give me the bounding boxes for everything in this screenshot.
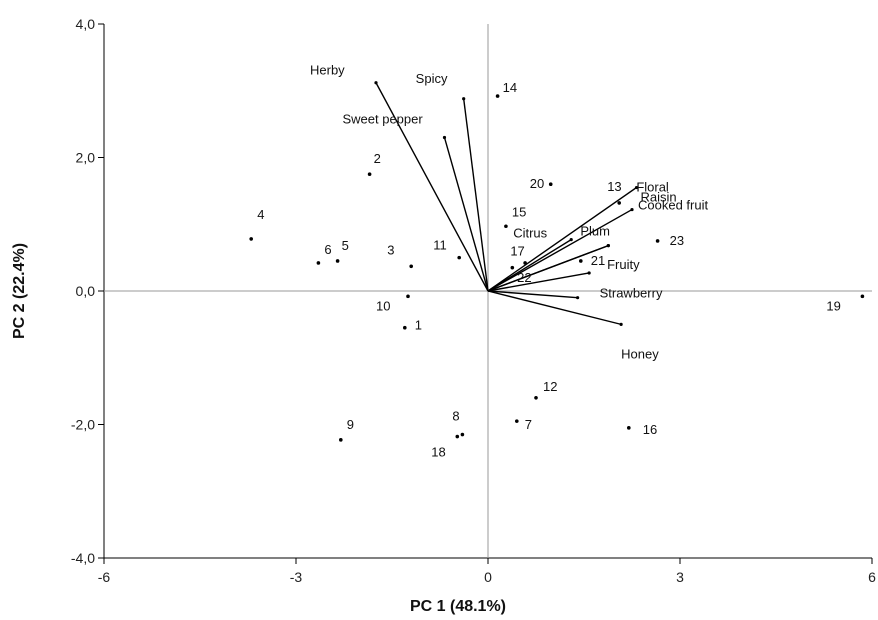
loading-vectors xyxy=(374,81,639,326)
point-label: 3 xyxy=(387,242,394,257)
point-11 xyxy=(457,255,462,260)
point-13 xyxy=(617,201,621,205)
point-18 xyxy=(455,434,460,439)
score-points xyxy=(249,94,865,442)
y-tick-label: 4,0 xyxy=(76,16,96,32)
vector-strawberry xyxy=(487,290,578,299)
point-label: 22 xyxy=(517,270,531,285)
y-tick-label: 0,0 xyxy=(76,283,96,299)
point-label: 2 xyxy=(374,151,381,166)
point-15 xyxy=(504,224,508,229)
point-12 xyxy=(534,396,538,400)
vector-tip xyxy=(587,271,591,275)
vector-label: Spicy xyxy=(416,71,448,86)
point-label: 20 xyxy=(530,176,544,191)
x-tick-label: 6 xyxy=(868,569,876,585)
point-23 xyxy=(655,239,660,243)
point-10 xyxy=(406,294,410,299)
vector-label: Sweet pepper xyxy=(342,111,423,126)
point-16 xyxy=(627,426,631,430)
point-label: 16 xyxy=(643,422,657,437)
x-tick-label: 0 xyxy=(484,569,492,585)
y-tick-label: -2,0 xyxy=(71,417,95,433)
y-tick-label: -4,0 xyxy=(71,550,95,566)
point-label: 8 xyxy=(452,409,459,424)
point-label: 18 xyxy=(431,445,445,460)
vector-raisin xyxy=(487,186,637,292)
vector-tip xyxy=(619,322,623,326)
vector-herby xyxy=(375,82,489,292)
vector-citrus xyxy=(487,239,572,292)
point-label: 13 xyxy=(607,179,621,194)
point-label: 12 xyxy=(543,379,557,394)
vector-tip xyxy=(569,238,573,242)
vector-label: Herby xyxy=(310,63,345,78)
point-5 xyxy=(335,259,340,263)
vector-sweet-pepper xyxy=(443,137,489,292)
vector-tip xyxy=(442,135,447,140)
point-22 xyxy=(523,261,527,265)
vector-fruity xyxy=(487,272,590,292)
point-label: 14 xyxy=(503,80,517,95)
point-1 xyxy=(403,325,407,330)
axes: -6 -3 0 3 6 -4,0 -2,0 0,0 2,0 4,0 xyxy=(71,16,876,585)
point-6 xyxy=(316,261,321,265)
vector-tip xyxy=(462,97,466,101)
point-label: 21 xyxy=(591,253,605,268)
vector-cooked-fruit xyxy=(487,208,633,292)
point-label: 9 xyxy=(347,417,354,432)
point-label: 7 xyxy=(525,417,532,432)
vector-label: Cooked fruit xyxy=(638,198,708,213)
point-label: 10 xyxy=(376,298,390,313)
vector-tip xyxy=(634,185,639,190)
point-label: 6 xyxy=(324,242,331,257)
y-axis-title: PC 2 (22.4%) xyxy=(11,243,28,339)
point-3 xyxy=(409,264,414,269)
vector-label: Strawberry xyxy=(600,286,663,301)
vector-tip xyxy=(606,244,610,248)
point-17 xyxy=(510,265,515,270)
x-tick-label: -6 xyxy=(98,569,111,585)
point-label: 15 xyxy=(512,204,526,219)
vector-tip xyxy=(374,81,378,85)
point-7 xyxy=(515,419,519,423)
vector-label: Honey xyxy=(621,346,659,361)
vector-spicy xyxy=(462,98,489,292)
vector-tip xyxy=(576,296,580,300)
x-axis-title: PC 1 (48.1%) xyxy=(410,598,506,615)
vector-honey xyxy=(487,290,622,326)
point-label: 11 xyxy=(433,238,447,253)
point-label: 17 xyxy=(510,244,524,259)
vector-plum xyxy=(487,244,609,292)
vector-label: Fruity xyxy=(607,257,640,272)
point-label: 1 xyxy=(415,318,422,333)
point-14 xyxy=(495,94,500,98)
point-2 xyxy=(367,172,372,176)
vector-label: Raisin xyxy=(640,190,676,205)
vector-label: Citrus xyxy=(513,226,547,241)
point-19 xyxy=(860,294,865,299)
point-4 xyxy=(249,237,253,241)
vector-label: Plum xyxy=(580,224,610,239)
point-label: 5 xyxy=(342,238,349,253)
point-label: 23 xyxy=(670,233,684,248)
x-tick-label: 3 xyxy=(676,569,684,585)
point-label: 19 xyxy=(826,298,840,313)
y-tick-label: 2,0 xyxy=(76,150,96,166)
point-21 xyxy=(579,259,583,263)
vector-label: Floral xyxy=(636,180,669,195)
point-8 xyxy=(460,432,465,437)
point-20 xyxy=(548,182,553,186)
point-label: 4 xyxy=(257,207,264,222)
x-tick-label: -3 xyxy=(290,569,303,585)
point-9 xyxy=(339,438,343,442)
vector-tip xyxy=(630,207,634,212)
